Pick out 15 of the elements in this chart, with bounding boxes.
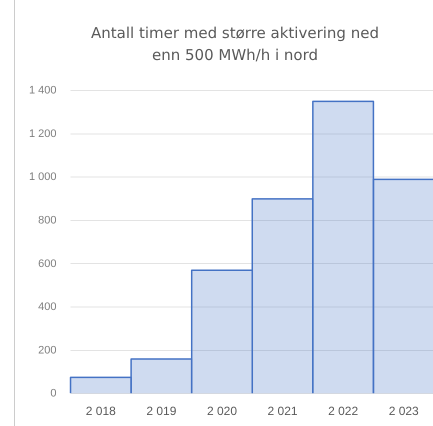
- x-tick-label: 2 021: [268, 404, 298, 418]
- x-tick-label: 2 020: [206, 404, 238, 418]
- y-tick-label: 200: [38, 344, 57, 356]
- x-tick-label: 2 018: [86, 404, 116, 418]
- chart-title: Antall timer med større aktivering ned enn 500 MWh/h i nord: [90, 23, 380, 66]
- x-tick-label: 2 019: [146, 404, 177, 418]
- x-tick-label: 2 023: [388, 404, 420, 418]
- y-tick-label: 1 200: [28, 128, 57, 140]
- y-tick-label: 600: [38, 258, 57, 270]
- y-tick-label: 400: [38, 301, 57, 314]
- y-tick-label: 1 000: [28, 171, 57, 184]
- y-tick-label: 0: [50, 388, 57, 400]
- x-tick-label: 2 022: [328, 404, 358, 418]
- y-tick-label: 800: [38, 214, 57, 226]
- y-tick-label: 1 400: [28, 84, 57, 97]
